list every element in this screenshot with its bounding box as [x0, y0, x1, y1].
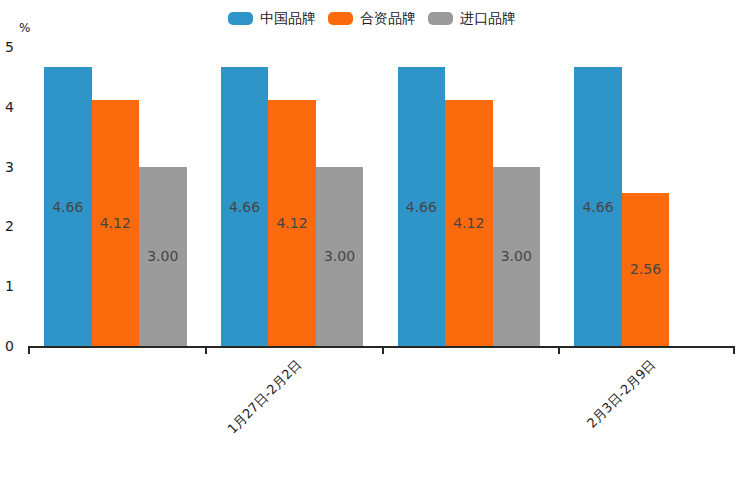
- bar-value-label: 4.66: [44, 199, 92, 215]
- y-tick-label: 2: [5, 219, 14, 233]
- plot-area: 4.664.123.001月13日-1月19日4.664.123.001月20日…: [28, 47, 735, 348]
- bar-合资品牌-1: 4.12: [268, 100, 316, 346]
- y-tick-label: 4: [5, 100, 14, 114]
- bar-中国品牌-0: 4.66: [44, 67, 92, 346]
- legend-item-series-0[interactable]: 中国品牌: [228, 9, 316, 27]
- bar-chart: 中国品牌合资品牌进口品牌 % 012345 4.664.123.001月13日-…: [0, 0, 744, 496]
- x-axis-tick: [733, 348, 735, 354]
- legend-label: 合资品牌: [360, 9, 416, 27]
- legend-item-series-1[interactable]: 合资品牌: [328, 9, 416, 27]
- y-axis: 012345: [0, 47, 28, 346]
- bar-value-label: 4.12: [445, 215, 493, 231]
- bar-group-1: 4.664.123.001月20日-1月26日: [205, 47, 382, 346]
- legend-label: 中国品牌: [260, 9, 316, 27]
- bar-中国品牌-2: 4.66: [398, 67, 446, 346]
- legend-item-series-2[interactable]: 进口品牌: [428, 9, 516, 27]
- y-axis-unit-label: %: [19, 21, 30, 35]
- bar-进口品牌-0: 3.00: [139, 167, 187, 346]
- legend-marker-icon: [328, 12, 353, 25]
- bar-合资品牌-2: 4.12: [445, 100, 493, 346]
- bar-value-label: 3.00: [316, 248, 364, 264]
- bar-进口品牌-1: 3.00: [316, 167, 364, 346]
- bar-group-0: 4.664.123.001月13日-1月19日: [28, 47, 205, 346]
- y-tick-label: 5: [5, 40, 14, 54]
- x-axis-tick: [558, 348, 560, 354]
- legend-label: 进口品牌: [460, 9, 516, 27]
- bar-group-2: 4.664.123.001月27日-2月2日: [382, 47, 559, 346]
- bar-value-label: 3.00: [139, 248, 187, 264]
- legend-marker-icon: [428, 12, 453, 25]
- bar-中国品牌-3: 4.66: [574, 67, 622, 346]
- legend: 中国品牌 合资品牌 进口品牌: [0, 9, 744, 27]
- x-axis-tick: [205, 348, 207, 354]
- bar-合资品牌-0: 4.12: [92, 100, 140, 346]
- x-category-label-3: 2月3日-2月9日: [583, 356, 659, 432]
- bar-合资品牌-3: 2.56: [622, 193, 670, 346]
- bar-value-label: 4.66: [398, 199, 446, 215]
- bar-进口品牌-2: 3.00: [493, 167, 541, 346]
- x-axis-tick: [382, 348, 384, 354]
- bar-value-label: 4.12: [92, 215, 140, 231]
- y-tick-label: 0: [5, 339, 14, 353]
- bar-value-label: 2.56: [622, 261, 670, 277]
- bar-value-label: 4.66: [574, 199, 622, 215]
- bar-value-label: 4.66: [221, 199, 269, 215]
- y-tick-label: 1: [5, 279, 14, 293]
- legend-marker-icon: [228, 12, 253, 25]
- bar-value-label: 4.12: [268, 215, 316, 231]
- bar-中国品牌-1: 4.66: [221, 67, 269, 346]
- x-category-label-2: 1月27日-2月2日: [224, 356, 306, 438]
- bar-value-label: 3.00: [493, 248, 541, 264]
- bar-group-3: 4.662.562月3日-2月9日: [558, 47, 735, 346]
- y-tick-label: 3: [5, 160, 14, 174]
- x-axis-tick: [28, 348, 30, 354]
